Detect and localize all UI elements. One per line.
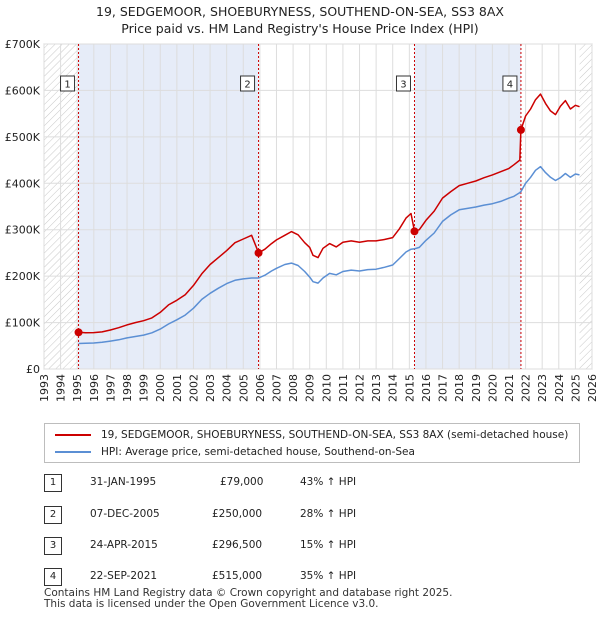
x-tick-label: 1994 bbox=[55, 374, 68, 402]
x-tick-label: 2000 bbox=[154, 374, 167, 402]
hatch-region-start bbox=[44, 44, 79, 369]
footer-licence: This data is licensed under the Open Gov… bbox=[44, 598, 379, 610]
shaded-interval bbox=[414, 44, 521, 369]
x-tick-label: 1993 bbox=[38, 374, 51, 402]
x-tick-label: 2002 bbox=[187, 374, 200, 402]
x-tick-label: 2017 bbox=[437, 374, 450, 402]
sale-label-box bbox=[502, 75, 518, 92]
x-tick-label: 2015 bbox=[403, 374, 416, 402]
table-row: 3 24-APR-2015 £296,500 15% ↑ HPI bbox=[44, 537, 584, 555]
x-tick-label: 1995 bbox=[71, 374, 84, 402]
x-tick-label: 2023 bbox=[536, 374, 549, 402]
x-tick-label: 2013 bbox=[370, 374, 383, 402]
sale-date: 22-SEP-2021 bbox=[90, 570, 158, 582]
x-tick-label: 1998 bbox=[121, 374, 134, 402]
x-tick-label: 2008 bbox=[287, 374, 300, 402]
y-tick-label: £500K bbox=[5, 131, 41, 144]
x-tick-label: 2007 bbox=[270, 374, 283, 402]
sale-label-box bbox=[60, 75, 76, 92]
legend-property: 19, SEDGEMOOR, SHOEBURYNESS, SOUTHEND-ON… bbox=[55, 427, 568, 443]
x-tick-label: 2022 bbox=[520, 374, 533, 402]
y-tick-label: £100K bbox=[5, 317, 41, 330]
hpi-series-line bbox=[78, 165, 580, 345]
footer: Contains HM Land Registry data © Crown c… bbox=[44, 588, 452, 610]
y-tick-label: £400K bbox=[5, 177, 41, 190]
x-tick-label: 2020 bbox=[486, 374, 499, 402]
legend-property-label: 19, SEDGEMOOR, SHOEBURYNESS, SOUTHEND-ON… bbox=[101, 429, 569, 441]
sale-label-text: 2 bbox=[244, 80, 250, 91]
x-tick-label: 2019 bbox=[470, 374, 483, 402]
x-tick-label: 2025 bbox=[569, 374, 582, 402]
x-tick-label: 2012 bbox=[354, 374, 367, 402]
y-tick-label: £0 bbox=[26, 363, 40, 376]
sale-point bbox=[74, 328, 83, 337]
x-tick-label: 1997 bbox=[104, 374, 117, 402]
table-row: 4 22-SEP-2021 £515,000 35% ↑ HPI bbox=[44, 568, 584, 586]
sale-hpi: 28% ↑ HPI bbox=[300, 508, 357, 520]
sale-date: 31-JAN-1995 bbox=[90, 476, 157, 488]
y-tick-label: £700K bbox=[5, 38, 41, 51]
sale-date: 24-APR-2015 bbox=[90, 539, 158, 551]
x-tick-label: 2018 bbox=[453, 374, 466, 402]
x-tick-label: 1999 bbox=[138, 374, 151, 402]
legend-hpi-label: HPI: Average price, semi-detached house,… bbox=[101, 446, 415, 458]
sale-price: £250,000 bbox=[212, 508, 263, 520]
sale-hpi: 35% ↑ HPI bbox=[300, 570, 357, 582]
shaded-interval bbox=[78, 44, 259, 369]
chart-subtitle: Price paid vs. HM Land Registry's House … bbox=[121, 21, 479, 36]
x-tick-label: 2011 bbox=[337, 374, 350, 402]
x-tick-label: 2001 bbox=[171, 374, 184, 402]
x-tick-label: 2014 bbox=[387, 374, 400, 402]
legend-hpi-line bbox=[55, 451, 91, 453]
x-tick-label: 2021 bbox=[503, 374, 516, 402]
y-tick-label: £600K bbox=[5, 84, 41, 97]
footer-copyright: Contains HM Land Registry data © Crown c… bbox=[44, 587, 453, 599]
x-tick-label: 2026 bbox=[586, 374, 599, 402]
x-tick-label: 2003 bbox=[204, 374, 217, 402]
sale-price: £79,000 bbox=[220, 476, 264, 488]
property-series-line bbox=[78, 93, 580, 334]
sale-point bbox=[254, 248, 263, 257]
legend-property-line bbox=[55, 434, 91, 436]
legend-hpi: HPI: Average price, semi-detached house,… bbox=[55, 444, 415, 460]
sale-hpi: 15% ↑ HPI bbox=[300, 539, 357, 551]
sale-badge: 4 bbox=[44, 568, 62, 586]
price-chart: 1 2 3 4 £0 £100K £200K £300K £400K £500K £600K £700… bbox=[5, 38, 599, 402]
sale-point bbox=[410, 227, 419, 236]
sale-badge: 1 bbox=[44, 474, 62, 492]
sale-label-text: 3 bbox=[400, 80, 406, 91]
x-tick-label: 1996 bbox=[88, 374, 101, 402]
sale-price: £296,500 bbox=[212, 539, 263, 551]
hatch-region-end bbox=[579, 44, 592, 369]
x-tick-label: 2010 bbox=[320, 374, 333, 402]
y-tick-label: £300K bbox=[5, 224, 41, 237]
sale-badge: 2 bbox=[44, 506, 62, 524]
sale-hpi: 43% ↑ HPI bbox=[300, 476, 357, 488]
x-tick-label: 2024 bbox=[553, 374, 566, 402]
sale-label-text: 4 bbox=[507, 80, 513, 91]
chart-title: 19, SEDGEMOOR, SHOEBURYNESS, SOUTHEND-ON… bbox=[96, 4, 504, 19]
x-tick-label: 2009 bbox=[304, 374, 317, 402]
x-tick-label: 2006 bbox=[254, 374, 267, 402]
x-tick-label: 2016 bbox=[420, 374, 433, 402]
sale-label-box bbox=[395, 75, 411, 92]
sale-label-text: 1 bbox=[64, 80, 70, 91]
chart-legend: 19, SEDGEMOOR, SHOEBURYNESS, SOUTHEND-ON… bbox=[44, 423, 580, 463]
x-tick-label: 2004 bbox=[221, 374, 234, 402]
x-tick-label: 2005 bbox=[237, 374, 250, 402]
table-row: 1 31-JAN-1995 £79,000 43% ↑ HPI bbox=[44, 474, 584, 492]
table-row: 2 07-DEC-2005 £250,000 28% ↑ HPI bbox=[44, 506, 584, 524]
sale-price: £515,000 bbox=[212, 570, 263, 582]
sale-badge: 3 bbox=[44, 537, 62, 555]
sale-label-box bbox=[240, 75, 256, 92]
sale-date: 07-DEC-2005 bbox=[90, 508, 160, 520]
sale-point bbox=[516, 125, 525, 134]
y-tick-label: £200K bbox=[5, 270, 41, 283]
